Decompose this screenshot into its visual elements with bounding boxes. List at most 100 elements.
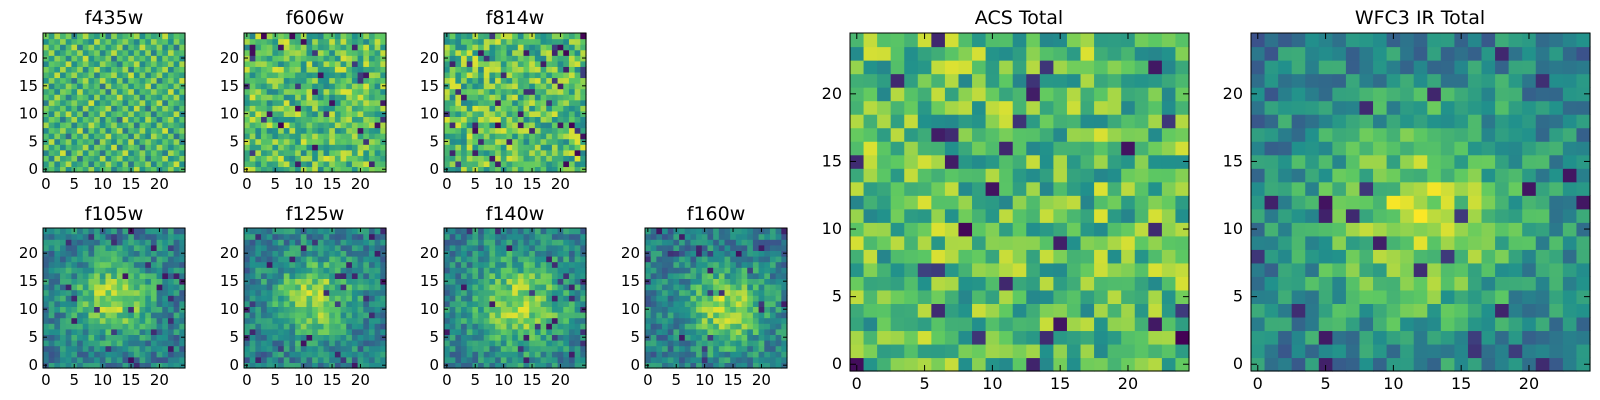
heatmap-cell [758, 351, 765, 358]
heatmap-cell [71, 133, 78, 140]
heatmap-cell [150, 83, 158, 90]
heatmap-cell [999, 235, 1014, 250]
heatmap-cell [116, 116, 124, 123]
heatmap-cell [523, 256, 530, 263]
heatmap-cell [334, 295, 342, 302]
heatmap-cell [540, 312, 547, 319]
heatmap-cell [517, 351, 525, 358]
heatmap-cell [346, 256, 353, 263]
heatmap-cell [329, 306, 336, 313]
heatmap-cell [478, 83, 485, 90]
heatmap-cell [523, 138, 530, 145]
heatmap-cell [289, 33, 296, 40]
x-tick-label: 20 [351, 371, 370, 389]
heatmap-cell [133, 261, 141, 268]
heatmap-cell [139, 250, 146, 257]
heatmap-cell [684, 345, 692, 352]
heatmap-cell [145, 306, 152, 313]
heatmap-cell [340, 60, 347, 67]
heatmap-cell [500, 55, 508, 62]
heatmap-cell [289, 233, 296, 240]
heatmap-cell [156, 99, 163, 106]
heatmap-cell [346, 356, 353, 363]
heatmap-cell [1080, 249, 1095, 264]
heatmap-cell [696, 340, 703, 347]
heatmap-cell [690, 317, 697, 324]
heatmap-cell [278, 33, 285, 40]
heatmap-cell [43, 38, 50, 45]
heatmap-cell [679, 300, 686, 307]
heatmap-cell [557, 261, 564, 268]
heatmap-cell [944, 208, 960, 223]
heatmap-cell [139, 351, 146, 358]
heatmap-cell [472, 295, 479, 302]
heatmap-cell [500, 256, 508, 263]
heatmap-cell [534, 233, 542, 240]
heatmap-cell [512, 66, 519, 73]
heatmap-cell [656, 228, 663, 235]
heatmap-cell [574, 55, 581, 62]
heatmap-cell [1121, 343, 1136, 359]
heatmap-cell [295, 261, 302, 268]
heatmap-cell [557, 105, 564, 112]
heatmap-cell [357, 44, 364, 51]
heatmap-cell [167, 66, 175, 73]
heatmap-cell [145, 317, 152, 324]
heatmap-cell [529, 356, 536, 363]
heatmap-cell [357, 306, 364, 313]
heatmap-cell [380, 33, 387, 40]
heatmap-cell [111, 121, 118, 129]
heatmap-cell [77, 44, 84, 51]
heatmap-cell [985, 195, 1000, 210]
heatmap-cell [557, 155, 564, 162]
heatmap-cell [329, 149, 336, 156]
heatmap-cell [557, 233, 564, 240]
heatmap-cell [317, 284, 325, 291]
heatmap-cell [278, 83, 285, 90]
heatmap-cell [179, 121, 186, 129]
heatmap-cell [534, 77, 542, 84]
heatmap-cell [244, 328, 251, 335]
heatmap-cell [483, 284, 491, 291]
heatmap-cell [529, 127, 536, 134]
heatmap-cell [478, 317, 485, 324]
heatmap-cell [77, 256, 84, 263]
heatmap-cell [334, 278, 342, 285]
heatmap-cell [289, 88, 296, 95]
heatmap-cell [139, 356, 146, 363]
heatmap-cell [455, 99, 462, 106]
heatmap-cell [1148, 235, 1163, 250]
heatmap-cell [580, 116, 587, 123]
heatmap-cell [568, 244, 576, 251]
heatmap-cell [111, 345, 118, 352]
heatmap-cell [500, 66, 508, 73]
heatmap-cell [48, 49, 55, 56]
heatmap-cell [444, 160, 451, 168]
heatmap-cell [662, 362, 669, 369]
heatmap-cell [374, 155, 381, 162]
heatmap-cell [111, 116, 118, 123]
heatmap-cell [54, 244, 61, 251]
heatmap-cell [300, 144, 308, 151]
heatmap-cell [455, 38, 462, 45]
heatmap-cell [283, 250, 291, 257]
heatmap-cell [380, 144, 387, 151]
heatmap-cell [380, 133, 387, 140]
heatmap-cell [374, 121, 381, 129]
heatmap-cell [534, 334, 542, 341]
heatmap-cell [255, 345, 262, 352]
heatmap-cell [278, 155, 285, 162]
heatmap-cell [133, 289, 141, 296]
heatmap-cell [540, 71, 547, 79]
heatmap-cell [167, 160, 175, 168]
heatmap-cell [48, 110, 55, 117]
heatmap-cell [466, 33, 473, 40]
heatmap-cell [167, 44, 175, 51]
heatmap-cell [850, 235, 865, 250]
heatmap-cell [329, 340, 336, 347]
heatmap-cell [295, 99, 302, 106]
heatmap-cell [173, 278, 180, 285]
heatmap-cell [529, 328, 536, 335]
heatmap-cell [656, 256, 663, 263]
heatmap-cell [255, 88, 262, 95]
